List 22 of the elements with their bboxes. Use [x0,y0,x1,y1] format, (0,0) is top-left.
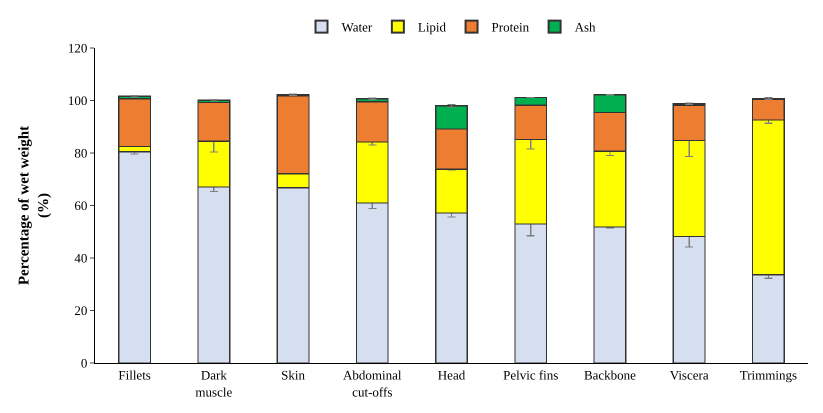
y-tick-label: 0 [80,356,88,371]
x-tick-label: Skin [281,368,306,383]
y-tick-label: 100 [68,93,88,108]
y-tick-label: 60 [74,198,88,214]
x-tick-label: Head [438,368,466,383]
x-tick-label: Pelvic fins [503,368,558,383]
y-tick-label: 80 [74,146,88,161]
y-tick-label: 20 [74,303,88,318]
legend-label: Protein [492,20,530,35]
x-tick-label: Abdominal cut-offs [343,368,402,400]
legend-label: Water [342,20,373,35]
y-axis-title: Percentage of wet weight (%) [16,126,52,286]
x-tick-label: Dark muscle [195,368,232,400]
legend-label: Lipid [418,20,447,35]
legend-label: Ash [574,20,596,35]
x-tick-label: Viscera [670,368,709,383]
y-tick-label: 40 [74,250,88,266]
x-tick-label: Fillets [118,368,151,383]
y-tick-label: 120 [68,40,88,56]
x-tick-label: Trimmings [740,368,798,383]
x-tick-label: Backbone [584,368,636,383]
bar [118,151,152,363]
